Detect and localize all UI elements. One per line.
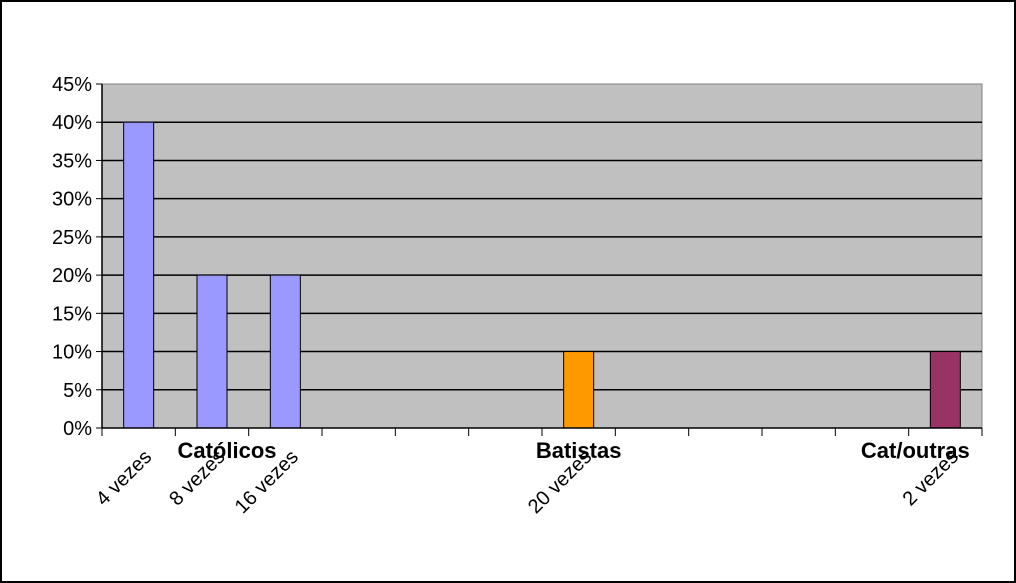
group-label: Batistas [536, 438, 622, 463]
y-tick-label: 30% [52, 189, 92, 211]
bar [929, 351, 961, 429]
bar [123, 121, 155, 429]
y-tick-label: 40% [52, 112, 92, 134]
bar [269, 274, 301, 429]
group-label: Católicos [177, 438, 276, 463]
group-labels: Católicos Batistas Cat/outras [177, 438, 969, 463]
y-tick-label: 25% [52, 227, 92, 249]
y-tick-label: 20% [52, 265, 92, 287]
category-label: 4 vezes [92, 446, 156, 510]
y-tick-labels: 0% 5% 10% 15% 20% 25% 30% 35% 40% 45% [52, 74, 92, 440]
bars [123, 121, 961, 429]
plot-area [101, 83, 983, 429]
bar [196, 274, 228, 429]
gridlines [102, 121, 982, 391]
y-tick-label: 0% [63, 418, 92, 440]
axes [96, 83, 983, 436]
y-tick-label: 15% [52, 303, 92, 325]
y-tick-label: 45% [52, 74, 92, 96]
y-tick-label: 35% [52, 150, 92, 172]
y-tick-label: 10% [52, 342, 92, 364]
group-label: Cat/outras [861, 438, 970, 463]
y-tick-label: 5% [63, 380, 92, 402]
bar [563, 351, 595, 429]
category-labels: 4 vezes 8 vezes 16 vezes 20 vezes 2 vezes [92, 446, 963, 518]
